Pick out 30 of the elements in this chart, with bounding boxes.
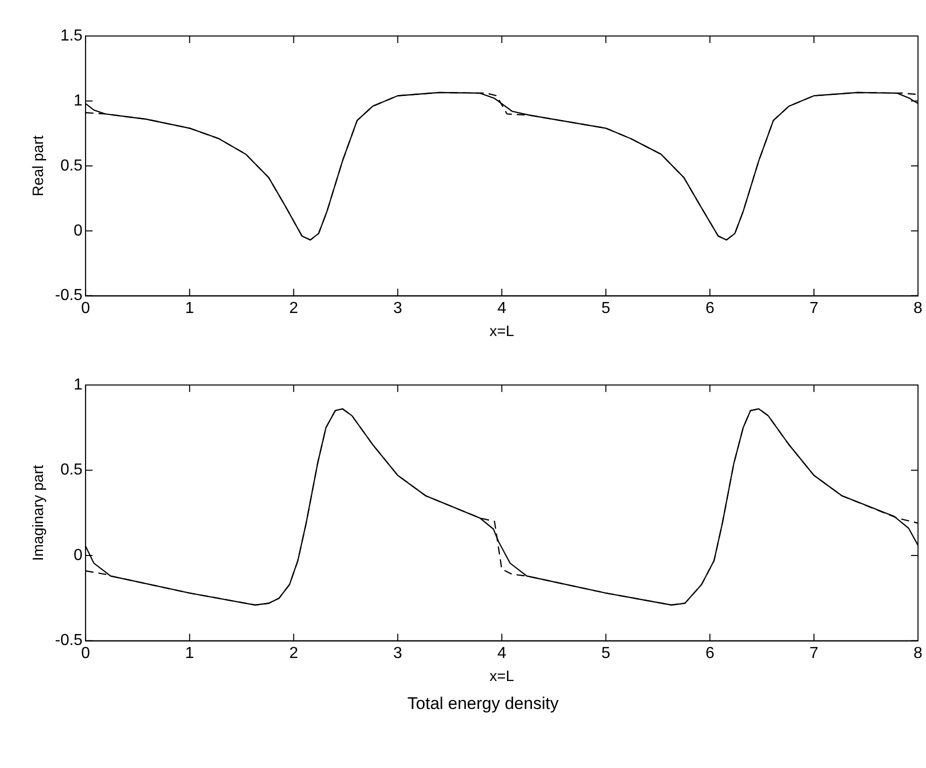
x-tick-label: 8: [914, 644, 923, 662]
x-tick-label: 4: [497, 644, 506, 662]
x-tick-label: 3: [393, 300, 402, 317]
y-tick-label: -0.5: [54, 632, 83, 650]
x-tick-label: 5: [601, 644, 610, 662]
x-tick-label: 2: [289, 300, 298, 317]
x-tick-label: 2: [289, 644, 298, 662]
x-tick-label: 6: [705, 644, 714, 662]
y-tick-label: 1: [74, 376, 83, 394]
x-tick-label: 7: [809, 300, 818, 317]
x-tick-label: 4: [497, 300, 506, 317]
x-tick-label: 7: [809, 644, 818, 662]
y-tick-label: 0: [74, 546, 83, 564]
y-tick-label: 0.5: [60, 157, 83, 174]
y-tick-label: 1.5: [60, 27, 83, 44]
x-tick-label: 5: [601, 300, 610, 317]
y-axis-title: Real part: [30, 134, 48, 196]
y-tick-label: 0: [74, 222, 83, 240]
x-tick-label: 1: [185, 300, 194, 317]
y-tick-label: -0.5: [54, 287, 83, 304]
x-tick-label: 1: [185, 644, 194, 662]
y-tick-label: 0.5: [60, 462, 83, 479]
x-axis-title: x=L: [489, 668, 514, 686]
y-axis-title: Imaginary part: [30, 464, 48, 561]
x-tick-label: 6: [705, 300, 714, 317]
x-tick-label: 3: [393, 644, 402, 662]
x-axis-title: x=L: [489, 323, 514, 340]
x-tick-label: 8: [914, 300, 923, 317]
text: Total energy density: [406, 694, 560, 714]
y-tick-label: 1: [74, 92, 83, 110]
